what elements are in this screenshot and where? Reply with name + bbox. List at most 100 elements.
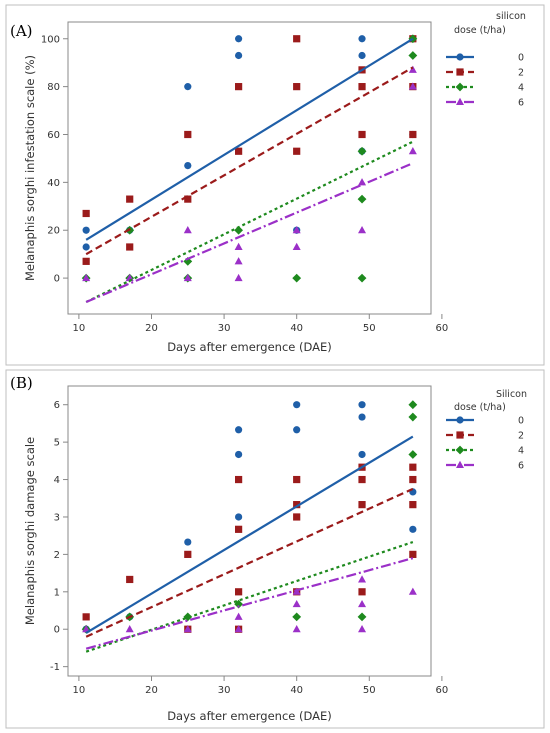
data-point [235,513,243,521]
x-axis-title: Days after emergence (DAE) [167,340,332,354]
y-tick-label: 5 [54,438,60,449]
data-point [235,588,243,596]
data-point [82,209,90,218]
data-point [293,83,301,91]
data-point [408,51,418,60]
x-tick-label: 10 [73,685,86,696]
y-axis-title: Melanaphis sorghi infestation scale (%) [23,55,37,281]
data-point [234,225,244,235]
fit-line-2 [85,66,414,256]
data-point [408,65,417,73]
data-point [82,243,90,251]
data-point [358,35,366,43]
data-point [408,450,418,459]
data-point [358,401,366,409]
fit-line-6 [85,162,414,304]
legend-label: 0 [518,416,524,427]
legend-label: 4 [518,446,524,457]
y-axis-title: Melanaphis sorghi damage scale [23,437,37,625]
data-point [358,625,367,633]
fit-line-0 [85,37,414,241]
data-point [409,550,417,558]
x-tick-label: 40 [290,323,303,334]
data-point [409,130,417,139]
legend-label: 2 [518,68,524,79]
data-point [408,147,417,155]
legend-marker-6 [456,460,464,468]
legend-marker-0 [456,416,464,424]
data-point [358,83,366,91]
data-point [408,587,417,595]
fit-line-0 [85,435,414,634]
data-point [234,242,243,250]
x-tick-label: 60 [436,685,449,696]
legend: silicon dose (t/ha) 0 2 4 6 [446,11,526,109]
data-point [358,450,366,459]
x-tick-label: 30 [218,685,231,696]
x-tick-label: 30 [218,323,231,334]
data-point [408,400,418,410]
y-tick-label: 6 [54,400,60,411]
y-tick-label: 1 [54,587,60,598]
data-point [409,501,417,509]
legend-marker-2 [456,68,464,76]
legend-marker-0 [456,53,464,61]
data-point [293,147,301,155]
data-point [82,273,91,282]
data-point [235,83,243,91]
data-point [292,242,301,250]
data-point [358,588,366,596]
y-tick-label: 40 [47,178,60,189]
data-point [234,257,243,265]
legend-marker-2 [456,431,464,439]
data-point [235,450,243,459]
data-point [358,501,366,509]
data-point [293,401,301,409]
plot-area [67,385,432,677]
data-point [357,612,367,622]
data-point [235,51,243,60]
data-point [183,625,192,633]
data-point [235,147,243,155]
data-point [235,426,243,434]
y-tick-label: 100 [41,34,60,45]
fit-line-6 [85,557,414,650]
fit-line-4 [85,140,414,304]
data-point [292,273,302,283]
legend-title: dose (t/ha) [454,402,506,413]
data-point [409,475,417,484]
data-point [184,195,192,203]
data-point [82,625,91,633]
plot-area [67,21,432,315]
y-tick-label: 0 [54,274,60,285]
data-point [183,226,192,234]
data-point [125,625,134,633]
data-point [235,475,243,484]
data-point [358,413,366,421]
data-point [184,550,192,558]
x-axis-title: Days after emergence (DAE) [167,709,332,723]
data-point [234,625,243,633]
data-point [184,83,192,91]
data-point [408,412,418,422]
data-point [235,525,243,533]
data-point [82,226,90,234]
data-point [357,194,367,204]
data-point [358,226,367,234]
data-point [235,35,243,43]
panel-label: (A) [10,22,33,40]
legend-label: 2 [518,431,524,442]
data-point [293,475,301,484]
legend-marker-4 [455,445,465,455]
y-tick-label: 60 [47,130,60,141]
data-point [82,257,90,265]
data-point [357,273,367,283]
data-point [409,463,417,471]
data-point [184,162,192,170]
panel-label: (B) [10,374,33,392]
x-tick-label: 20 [145,685,158,696]
y-tick-label: 3 [54,512,60,523]
legend-marker-6 [456,97,464,105]
